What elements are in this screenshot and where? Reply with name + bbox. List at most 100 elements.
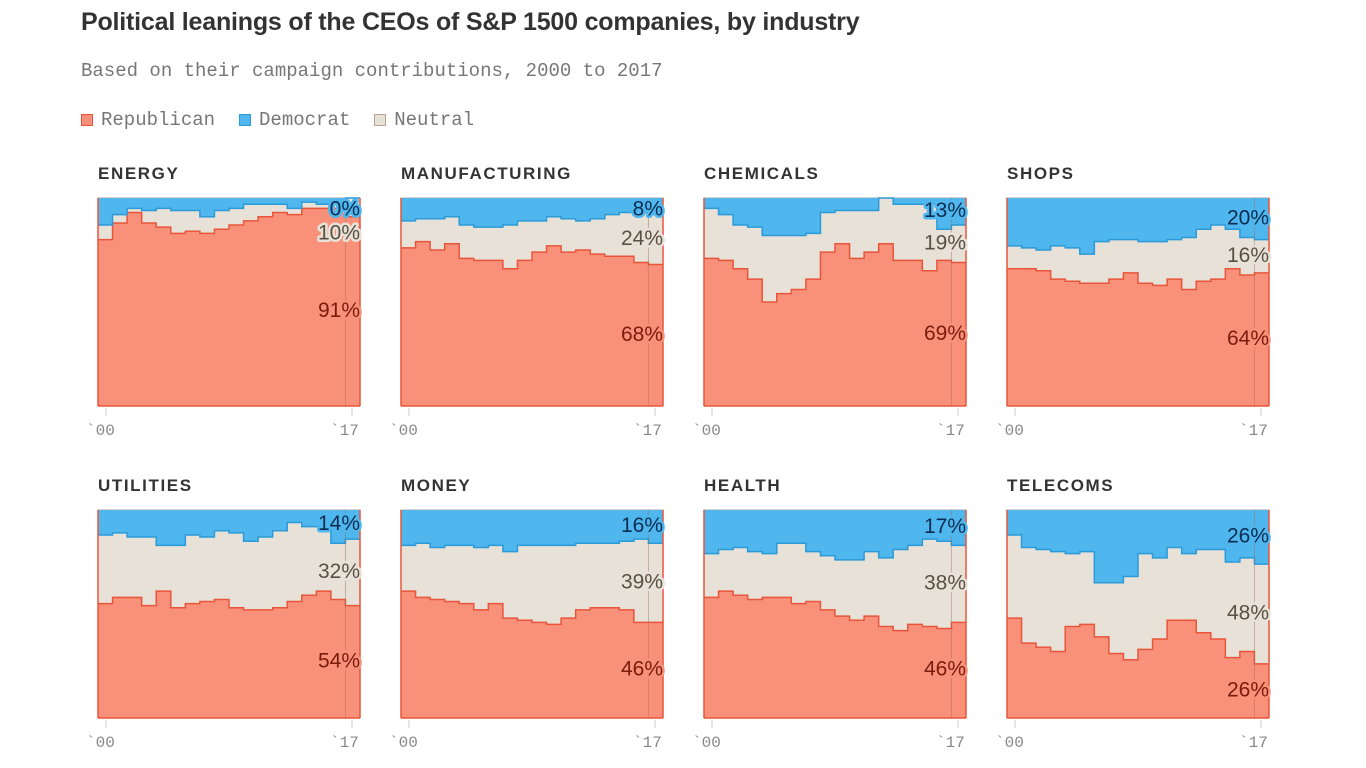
democrat-area <box>1007 510 1269 583</box>
republican-value-label: 26% <box>1227 679 1269 702</box>
x-tick-label: `00 <box>389 422 418 440</box>
x-tick-label: `17 <box>633 422 662 440</box>
neutral-value-label: 39% <box>621 570 663 593</box>
republican-area <box>401 241 663 406</box>
democrat-value-label: 13% <box>924 199 966 222</box>
republican-line <box>401 590 663 626</box>
neutral-value-label: 10% <box>318 222 360 245</box>
panel-title-utilities: UTILITIES <box>98 476 193 495</box>
republican-line <box>1007 617 1269 665</box>
x-tick-label: `17 <box>633 734 662 752</box>
panel-chart-manufacturing: 8% 24% 68% <box>400 195 666 416</box>
democrat-line <box>401 538 663 553</box>
panel-title-chemicals: CHEMICALS <box>704 164 820 183</box>
democrat-area <box>1007 198 1269 255</box>
democrat-line <box>98 521 360 547</box>
neutral-value-label: 48% <box>1227 602 1269 625</box>
democrat-line <box>704 538 966 561</box>
republican-value-label: 91% <box>318 299 360 322</box>
democrat-line <box>401 211 663 228</box>
x-tick-label: `17 <box>330 734 359 752</box>
democrat-line <box>1007 534 1269 584</box>
panel-chart-telecoms: 26% 48% 26% <box>1006 509 1272 728</box>
panel-title-telecoms: TELECOMS <box>1007 476 1115 495</box>
democrat-area <box>401 198 663 228</box>
republican-line <box>401 240 663 270</box>
x-tick-label: `00 <box>995 734 1024 752</box>
legend-swatch-neutral <box>374 114 387 126</box>
democrat-value-label: 8% <box>633 198 663 221</box>
republican-value-label: 64% <box>1227 327 1269 350</box>
panel-title-shops: SHOPS <box>1007 164 1075 183</box>
x-tick-label: `17 <box>1239 734 1268 752</box>
x-tick-label: `00 <box>692 734 721 752</box>
neutral-value-label: 16% <box>1227 244 1269 267</box>
legend-label-democrat: Democrat <box>259 109 351 131</box>
panel-title-manufacturing: MANUFACTURING <box>401 164 572 183</box>
panel-title-money: MONEY <box>401 476 472 495</box>
democrat-value-label: 20% <box>1227 206 1269 229</box>
x-tick-label: `17 <box>330 422 359 440</box>
republican-line <box>1007 267 1269 291</box>
legend-item-democrat: Democrat <box>239 109 350 131</box>
panel-chart-energy: 0%10% 91% <box>97 195 363 416</box>
democrat-value-label: 17% <box>924 515 966 538</box>
legend-label-neutral: Neutral <box>394 109 475 131</box>
legend-label-republican: Republican <box>101 109 216 131</box>
republican-value-label: 68% <box>621 323 663 346</box>
democrat-value-label: 26% <box>1227 525 1269 548</box>
panel-chart-shops: 20% 16% 64% <box>1006 197 1272 416</box>
republican-area <box>401 591 663 718</box>
x-tick-label: `00 <box>692 422 721 440</box>
republican-area <box>98 208 360 406</box>
legend: Republican Democrat Neutral <box>81 109 474 131</box>
x-tick-label: `00 <box>86 734 115 752</box>
x-tick-label: `17 <box>936 734 965 752</box>
democrat-area <box>704 510 966 560</box>
legend-swatch-democrat <box>239 114 252 126</box>
republican-area <box>1007 268 1269 406</box>
panel-chart-utilities: 14% 32% 54% <box>97 509 363 728</box>
panel-chart-money: 16% 39% 46% <box>400 509 666 728</box>
republican-value-label: 54% <box>318 649 360 672</box>
x-tick-label: `17 <box>1239 422 1268 440</box>
republican-value-label: 46% <box>621 658 663 681</box>
republican-area <box>98 591 360 718</box>
democrat-area <box>98 198 360 226</box>
democrat-line <box>1007 224 1269 255</box>
democrat-area <box>98 510 360 546</box>
democrat-value-label: 14% <box>318 512 360 535</box>
neutral-value-label: 32% <box>318 560 360 583</box>
legend-item-republican: Republican <box>81 109 215 131</box>
republican-line <box>98 207 360 241</box>
chart-title: Political leanings of the CEOs of S&P 15… <box>81 8 860 36</box>
republican-area <box>1007 618 1269 718</box>
republican-area <box>704 243 966 406</box>
chart-subtitle: Based on their campaign contributions, 2… <box>81 60 663 82</box>
x-tick-label: `00 <box>86 422 115 440</box>
democrat-value-label: 0% <box>330 198 360 221</box>
neutral-value-label: 38% <box>924 571 966 594</box>
republican-value-label: 46% <box>924 658 966 681</box>
democrat-area <box>401 510 663 552</box>
neutral-value-label: 24% <box>621 227 663 250</box>
neutral-value-label: 19% <box>924 231 966 254</box>
panel-title-health: HEALTH <box>704 476 782 495</box>
republican-value-label: 69% <box>924 322 966 345</box>
democrat-value-label: 16% <box>621 514 663 537</box>
panel-chart-health: 17% 38% 46% <box>703 509 969 728</box>
republican-line <box>704 590 966 632</box>
democrat-area <box>704 198 966 236</box>
x-tick-label: `17 <box>936 422 965 440</box>
republican-area <box>704 591 966 718</box>
x-tick-label: `00 <box>995 422 1024 440</box>
legend-swatch-republican <box>81 114 93 126</box>
republican-line <box>98 590 360 611</box>
panel-chart-chemicals: 13% 19% 69% <box>703 197 969 416</box>
x-tick-label: `00 <box>389 734 418 752</box>
democrat-line <box>98 197 360 226</box>
legend-item-neutral: Neutral <box>374 109 474 131</box>
republican-line <box>704 243 966 303</box>
panel-title-energy: ENERGY <box>98 164 180 183</box>
democrat-line <box>704 197 966 237</box>
